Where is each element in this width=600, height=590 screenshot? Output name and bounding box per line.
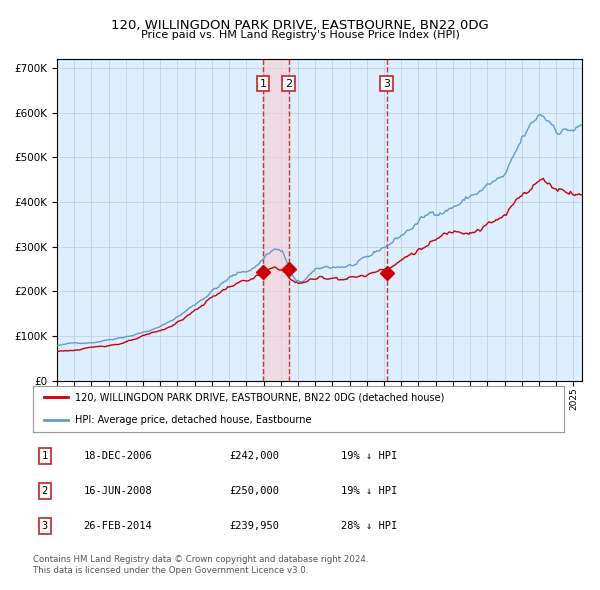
Text: £242,000: £242,000 — [229, 451, 280, 461]
Text: 2: 2 — [285, 78, 292, 88]
Text: 120, WILLINGDON PARK DRIVE, EASTBOURNE, BN22 0DG (detached house): 120, WILLINGDON PARK DRIVE, EASTBOURNE, … — [76, 392, 445, 402]
Text: 3: 3 — [383, 78, 390, 88]
Text: HPI: Average price, detached house, Eastbourne: HPI: Average price, detached house, East… — [76, 415, 312, 425]
Text: 26-FEB-2014: 26-FEB-2014 — [83, 521, 152, 531]
Text: This data is licensed under the Open Government Licence v3.0.: This data is licensed under the Open Gov… — [33, 566, 308, 575]
Text: Price paid vs. HM Land Registry's House Price Index (HPI): Price paid vs. HM Land Registry's House … — [140, 30, 460, 40]
Text: 19% ↓ HPI: 19% ↓ HPI — [341, 451, 397, 461]
Bar — [263, 59, 289, 381]
Text: £239,950: £239,950 — [229, 521, 280, 531]
Text: 120, WILLINGDON PARK DRIVE, EASTBOURNE, BN22 0DG: 120, WILLINGDON PARK DRIVE, EASTBOURNE, … — [111, 19, 489, 32]
Text: 2: 2 — [41, 486, 48, 496]
Text: 1: 1 — [41, 451, 48, 461]
Text: 1: 1 — [259, 78, 266, 88]
Text: 3: 3 — [41, 521, 48, 531]
Text: Contains HM Land Registry data © Crown copyright and database right 2024.: Contains HM Land Registry data © Crown c… — [33, 555, 368, 563]
Text: 18-DEC-2006: 18-DEC-2006 — [83, 451, 152, 461]
Text: 28% ↓ HPI: 28% ↓ HPI — [341, 521, 397, 531]
Text: 16-JUN-2008: 16-JUN-2008 — [83, 486, 152, 496]
Text: 19% ↓ HPI: 19% ↓ HPI — [341, 486, 397, 496]
Text: £250,000: £250,000 — [229, 486, 280, 496]
